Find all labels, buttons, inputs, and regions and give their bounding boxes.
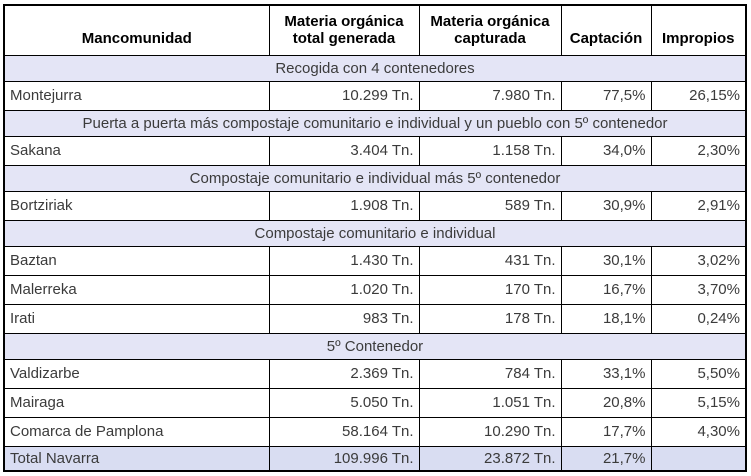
value-cell-captacion: 16,7% — [560, 274, 652, 305]
value-cell-captacion: 77,5% — [560, 80, 652, 111]
col-header-mancomunidad: Mancomunidad — [3, 4, 270, 56]
row-label-cell: Bortziriak — [3, 190, 270, 221]
value-cell-captacion: 20,8% — [560, 387, 652, 418]
value-cell-total-generada: 10.299 Tn. — [268, 80, 420, 111]
value-cell-impropios: 0,24% — [650, 303, 747, 334]
total-value-cell-captacion: 21,7% — [560, 445, 652, 472]
row-label-cell: Montejurra — [3, 80, 270, 111]
waste-collection-table: Mancomunidad Materia orgánica total gene… — [3, 4, 747, 472]
table-row-montejurra: Montejurra 10.299 Tn. 7.980 Tn. 77,5% 26… — [3, 80, 747, 111]
value-cell-impropios: 3,70% — [650, 274, 747, 305]
section-row-compostaje-comunitario-individual: Compostaje comunitario e individual — [3, 219, 747, 247]
value-cell-total-generada: 1.020 Tn. — [268, 274, 420, 305]
value-cell-capturada: 1.158 Tn. — [418, 135, 562, 166]
value-cell-captacion: 17,7% — [560, 416, 652, 447]
total-row-navarra: Total Navarra 109.996 Tn. 23.872 Tn. 21,… — [3, 445, 747, 472]
table-row-valdizarbe: Valdizarbe 2.369 Tn. 784 Tn. 33,1% 5,50% — [3, 358, 747, 389]
value-cell-impropios: 5,50% — [650, 358, 747, 389]
total-value-cell-total-generada: 109.996 Tn. — [268, 445, 420, 472]
section-row-5-contenedor: 5º Contenedor — [3, 332, 747, 360]
value-cell-capturada: 784 Tn. — [418, 358, 562, 389]
col-header-captacion: Captación — [560, 4, 652, 56]
value-cell-capturada: 1.051 Tn. — [418, 387, 562, 418]
table-row-malerreka: Malerreka 1.020 Tn. 170 Tn. 16,7% 3,70% — [3, 274, 747, 305]
value-cell-captacion: 33,1% — [560, 358, 652, 389]
value-cell-capturada: 10.290 Tn. — [418, 416, 562, 447]
col-header-impropios: Impropios — [650, 4, 747, 56]
table-row-irati: Irati 983 Tn. 178 Tn. 18,1% 0,24% — [3, 303, 747, 334]
value-cell-captacion: 30,1% — [560, 245, 652, 276]
value-cell-impropios: 2,91% — [650, 190, 747, 221]
value-cell-capturada: 589 Tn. — [418, 190, 562, 221]
value-cell-total-generada: 1.908 Tn. — [268, 190, 420, 221]
section-row-recogida-4-contenedores: Recogida con 4 contenedores — [3, 54, 747, 82]
section-label: Puerta a puerta más compostaje comunitar… — [3, 109, 747, 137]
value-cell-captacion: 30,9% — [560, 190, 652, 221]
section-label: Recogida con 4 contenedores — [3, 54, 747, 82]
value-cell-total-generada: 2.369 Tn. — [268, 358, 420, 389]
row-label-cell: Valdizarbe — [3, 358, 270, 389]
table-row-comarca-de-pamplona: Comarca de Pamplona 58.164 Tn. 10.290 Tn… — [3, 416, 747, 447]
value-cell-total-generada: 58.164 Tn. — [268, 416, 420, 447]
value-cell-capturada: 7.980 Tn. — [418, 80, 562, 111]
value-cell-captacion: 34,0% — [560, 135, 652, 166]
value-cell-impropios: 5,15% — [650, 387, 747, 418]
total-value-cell-capturada: 23.872 Tn. — [418, 445, 562, 472]
table-row-sakana: Sakana 3.404 Tn. 1.158 Tn. 34,0% 2,30% — [3, 135, 747, 166]
value-cell-impropios: 2,30% — [650, 135, 747, 166]
value-cell-captacion: 18,1% — [560, 303, 652, 334]
table-row-mairaga: Mairaga 5.050 Tn. 1.051 Tn. 20,8% 5,15% — [3, 387, 747, 418]
value-cell-total-generada: 983 Tn. — [268, 303, 420, 334]
value-cell-capturada: 178 Tn. — [418, 303, 562, 334]
col-header-materia-organica-total-generada: Materia orgánica total generada — [268, 4, 420, 56]
section-label: Compostaje comunitario e individual más … — [3, 164, 747, 192]
total-value-cell-impropios — [650, 445, 747, 472]
row-label-cell: Malerreka — [3, 274, 270, 305]
value-cell-impropios: 3,02% — [650, 245, 747, 276]
value-cell-total-generada: 1.430 Tn. — [268, 245, 420, 276]
row-label-cell: Baztan — [3, 245, 270, 276]
table-row-baztan: Baztan 1.430 Tn. 431 Tn. 30,1% 3,02% — [3, 245, 747, 276]
value-cell-total-generada: 5.050 Tn. — [268, 387, 420, 418]
row-label-cell: Irati — [3, 303, 270, 334]
row-label-cell: Comarca de Pamplona — [3, 416, 270, 447]
total-label-cell: Total Navarra — [3, 445, 270, 472]
value-cell-total-generada: 3.404 Tn. — [268, 135, 420, 166]
value-cell-capturada: 170 Tn. — [418, 274, 562, 305]
value-cell-impropios: 26,15% — [650, 80, 747, 111]
table-row-bortziriak: Bortziriak 1.908 Tn. 589 Tn. 30,9% 2,91% — [3, 190, 747, 221]
section-row-compostaje-mas-5-contenedor: Compostaje comunitario e individual más … — [3, 164, 747, 192]
col-header-materia-organica-capturada: Materia orgánica capturada — [418, 4, 562, 56]
header-row: Mancomunidad Materia orgánica total gene… — [3, 4, 747, 56]
value-cell-impropios: 4,30% — [650, 416, 747, 447]
value-cell-capturada: 431 Tn. — [418, 245, 562, 276]
section-label: 5º Contenedor — [3, 332, 747, 360]
section-label: Compostaje comunitario e individual — [3, 219, 747, 247]
section-row-puerta-a-puerta: Puerta a puerta más compostaje comunitar… — [3, 109, 747, 137]
row-label-cell: Sakana — [3, 135, 270, 166]
row-label-cell: Mairaga — [3, 387, 270, 418]
